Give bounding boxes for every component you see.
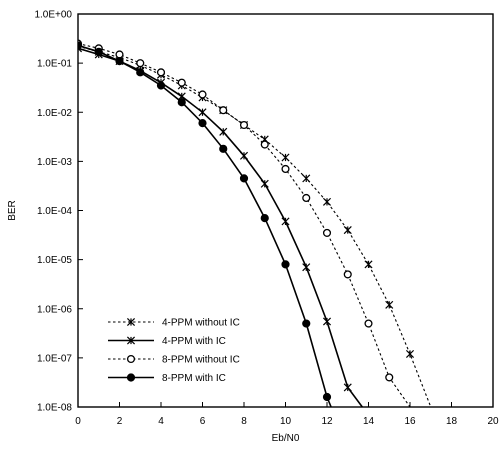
x-tick-label: 2	[117, 416, 123, 427]
y-tick-label: 1.0E-06	[37, 304, 72, 315]
data-point	[198, 108, 207, 117]
marker-stroke	[78, 47, 83, 53]
legend-item: 4-PPM with IC	[108, 336, 226, 347]
data-point	[198, 119, 207, 128]
data-point	[343, 226, 352, 235]
y-axis-label: BER	[7, 200, 18, 221]
data-point	[239, 120, 249, 130]
data-point	[198, 90, 207, 99]
data-point	[364, 260, 373, 269]
legend-marker	[126, 354, 136, 364]
legend-marker	[126, 336, 136, 345]
legend-item: 4-PPM without IC	[108, 318, 240, 329]
series-line	[78, 45, 444, 407]
legend-item: 8-PPM without IC	[108, 355, 240, 366]
data-point	[281, 153, 290, 162]
y-tick-label: 1.0E-02	[37, 108, 72, 119]
data-point	[322, 317, 332, 326]
data-point	[281, 217, 290, 226]
series-2	[78, 44, 363, 407]
x-tick-label: 6	[200, 416, 206, 427]
legend-marker	[126, 373, 136, 382]
data-point	[364, 319, 373, 328]
data-point	[260, 214, 269, 223]
data-point	[260, 140, 269, 149]
x-tick-label: 18	[446, 416, 458, 427]
x-tick-label: 20	[487, 416, 499, 427]
series-line	[78, 47, 363, 407]
data-point	[219, 144, 228, 153]
legend-label: 4-PPM without IC	[162, 318, 240, 329]
data-point	[260, 179, 269, 188]
series-line	[78, 43, 421, 407]
legend-label: 8-PPM with IC	[162, 373, 226, 384]
data-point	[239, 174, 249, 183]
data-point	[115, 56, 124, 66]
series-1	[78, 42, 444, 407]
data-point	[322, 228, 332, 237]
y-tick-label: 1.0E-08	[37, 403, 72, 414]
y-tick-label: 1.0E-04	[37, 206, 72, 217]
data-point	[302, 319, 311, 328]
y-tick-label: 1.0E+00	[34, 10, 72, 21]
data-point	[343, 270, 352, 279]
data-point	[136, 59, 145, 68]
x-tick-label: 12	[321, 416, 333, 427]
data-point	[115, 50, 124, 59]
x-tick-label: 16	[404, 416, 416, 427]
y-tick-label: 1.0E-01	[37, 59, 72, 70]
data-point	[219, 127, 228, 136]
data-point	[302, 174, 311, 183]
data-point	[405, 349, 415, 359]
x-tick-label: 10	[280, 416, 292, 427]
data-point	[78, 41, 83, 50]
y-tick-label: 1.0E-03	[37, 157, 72, 168]
data-point	[156, 68, 166, 77]
data-point	[219, 106, 228, 115]
data-point	[385, 300, 394, 309]
legend-item: 8-PPM with IC	[108, 373, 226, 384]
data-point	[322, 392, 332, 402]
data-point	[94, 47, 103, 56]
series-3	[78, 39, 421, 407]
legend-marker	[126, 317, 136, 327]
series-4	[78, 41, 332, 407]
x-tick-label: 8	[241, 416, 247, 427]
data-point	[385, 373, 394, 382]
data-point	[281, 260, 290, 269]
data-point	[343, 383, 352, 392]
data-point	[136, 68, 145, 77]
x-tick-label: 4	[158, 416, 164, 427]
data-point	[156, 81, 166, 90]
data-point	[281, 164, 290, 174]
data-point	[177, 78, 186, 87]
data-point	[302, 193, 311, 203]
x-tick-label: 14	[363, 416, 375, 427]
legend-label: 4-PPM with IC	[162, 336, 226, 347]
legend-label: 8-PPM without IC	[162, 355, 240, 366]
x-axis-label: Eb/N0	[272, 433, 300, 444]
data-point	[239, 151, 249, 160]
y-tick-label: 1.0E-07	[37, 353, 72, 364]
data-point	[322, 197, 332, 206]
y-tick-label: 1.0E-05	[37, 255, 72, 266]
data-point	[177, 98, 186, 107]
x-tick-label: 0	[75, 416, 81, 427]
data-point	[302, 263, 311, 272]
